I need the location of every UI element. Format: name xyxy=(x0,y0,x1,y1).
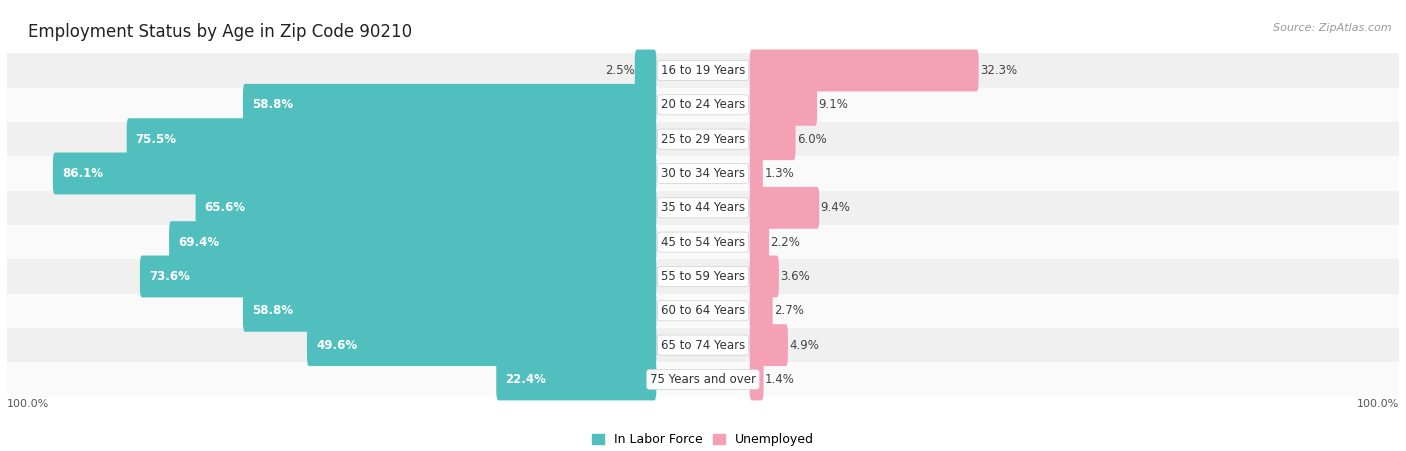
Text: 49.6%: 49.6% xyxy=(316,339,357,352)
Text: 65.6%: 65.6% xyxy=(205,201,246,214)
Text: 100.0%: 100.0% xyxy=(1357,399,1399,409)
FancyBboxPatch shape xyxy=(749,187,820,229)
FancyBboxPatch shape xyxy=(243,84,657,126)
Text: Source: ZipAtlas.com: Source: ZipAtlas.com xyxy=(1274,23,1392,32)
FancyBboxPatch shape xyxy=(195,187,657,229)
FancyBboxPatch shape xyxy=(749,84,817,126)
Bar xyxy=(7,225,1399,259)
Bar xyxy=(7,259,1399,294)
Text: 55 to 59 Years: 55 to 59 Years xyxy=(661,270,745,283)
FancyBboxPatch shape xyxy=(243,290,657,332)
FancyBboxPatch shape xyxy=(749,359,763,400)
FancyBboxPatch shape xyxy=(749,290,773,332)
Bar xyxy=(7,362,1399,396)
Text: 58.8%: 58.8% xyxy=(252,98,292,111)
Text: 32.3%: 32.3% xyxy=(980,64,1017,77)
FancyBboxPatch shape xyxy=(307,324,657,366)
Bar xyxy=(7,328,1399,362)
Text: 2.7%: 2.7% xyxy=(773,304,804,318)
Bar xyxy=(7,53,1399,87)
FancyBboxPatch shape xyxy=(749,152,763,194)
Text: 58.8%: 58.8% xyxy=(252,304,292,318)
Text: 2.5%: 2.5% xyxy=(605,64,634,77)
Bar xyxy=(7,122,1399,156)
Bar xyxy=(7,191,1399,225)
FancyBboxPatch shape xyxy=(169,221,657,263)
Text: 25 to 29 Years: 25 to 29 Years xyxy=(661,133,745,146)
Text: 75.5%: 75.5% xyxy=(136,133,177,146)
Text: 100.0%: 100.0% xyxy=(7,399,49,409)
FancyBboxPatch shape xyxy=(749,221,769,263)
Text: 45 to 54 Years: 45 to 54 Years xyxy=(661,235,745,249)
Text: 86.1%: 86.1% xyxy=(62,167,103,180)
Text: 65 to 74 Years: 65 to 74 Years xyxy=(661,339,745,352)
Text: 9.1%: 9.1% xyxy=(818,98,848,111)
Text: 9.4%: 9.4% xyxy=(821,201,851,214)
Text: 2.2%: 2.2% xyxy=(770,235,800,249)
Bar xyxy=(7,294,1399,328)
Text: 20 to 24 Years: 20 to 24 Years xyxy=(661,98,745,111)
FancyBboxPatch shape xyxy=(749,324,787,366)
FancyBboxPatch shape xyxy=(749,256,779,297)
Text: 69.4%: 69.4% xyxy=(179,235,219,249)
Bar xyxy=(7,87,1399,122)
Text: 3.6%: 3.6% xyxy=(780,270,810,283)
FancyBboxPatch shape xyxy=(749,118,796,160)
Text: 30 to 34 Years: 30 to 34 Years xyxy=(661,167,745,180)
Text: 4.9%: 4.9% xyxy=(789,339,820,352)
Text: 73.6%: 73.6% xyxy=(149,270,190,283)
Text: 60 to 64 Years: 60 to 64 Years xyxy=(661,304,745,318)
FancyBboxPatch shape xyxy=(749,50,979,92)
Text: 75 Years and over: 75 Years and over xyxy=(650,373,756,386)
Text: 6.0%: 6.0% xyxy=(797,133,827,146)
FancyBboxPatch shape xyxy=(127,118,657,160)
Text: 16 to 19 Years: 16 to 19 Years xyxy=(661,64,745,77)
FancyBboxPatch shape xyxy=(139,256,657,297)
Text: 1.4%: 1.4% xyxy=(765,373,794,386)
Text: 22.4%: 22.4% xyxy=(505,373,546,386)
Legend: In Labor Force, Unemployed: In Labor Force, Unemployed xyxy=(592,433,814,446)
Bar xyxy=(7,156,1399,191)
Text: 1.3%: 1.3% xyxy=(765,167,794,180)
FancyBboxPatch shape xyxy=(53,152,657,194)
Text: 35 to 44 Years: 35 to 44 Years xyxy=(661,201,745,214)
Text: Employment Status by Age in Zip Code 90210: Employment Status by Age in Zip Code 902… xyxy=(28,23,412,41)
FancyBboxPatch shape xyxy=(634,50,657,92)
FancyBboxPatch shape xyxy=(496,359,657,400)
